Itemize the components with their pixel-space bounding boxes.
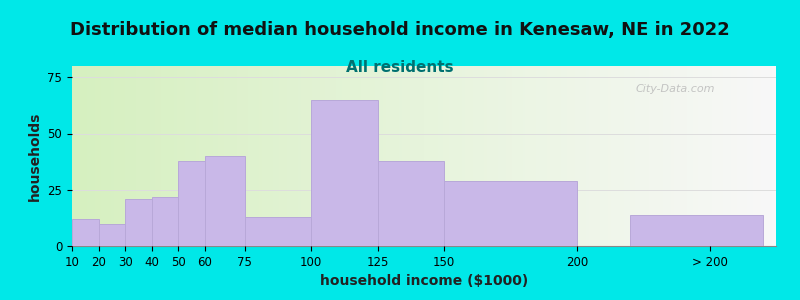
X-axis label: household income ($1000): household income ($1000) bbox=[320, 274, 528, 288]
Bar bbox=[178, 160, 205, 246]
Bar bbox=[630, 214, 762, 246]
Bar bbox=[444, 181, 577, 246]
Y-axis label: households: households bbox=[28, 111, 42, 201]
Text: City-Data.com: City-Data.com bbox=[635, 84, 714, 94]
Bar bbox=[98, 224, 125, 246]
Bar bbox=[378, 160, 444, 246]
Text: Distribution of median household income in Kenesaw, NE in 2022: Distribution of median household income … bbox=[70, 21, 730, 39]
Bar bbox=[205, 156, 245, 246]
Bar bbox=[152, 196, 178, 246]
Bar bbox=[125, 199, 152, 246]
Bar bbox=[72, 219, 98, 246]
Bar bbox=[311, 100, 378, 246]
Bar bbox=[245, 217, 311, 246]
Text: All residents: All residents bbox=[346, 60, 454, 75]
